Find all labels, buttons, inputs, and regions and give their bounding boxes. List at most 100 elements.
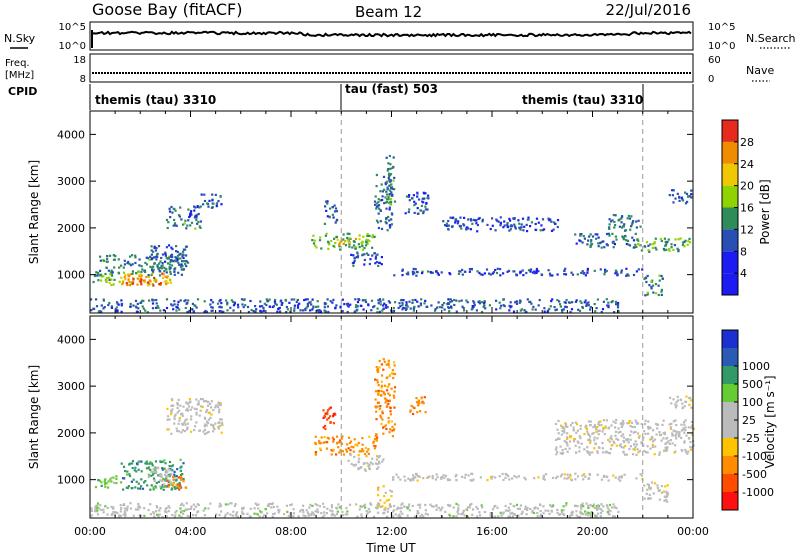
scatter-cell (127, 278, 130, 281)
scatter-cell (253, 512, 256, 515)
scatter-cell (202, 430, 205, 433)
scatter-cell (479, 476, 482, 479)
scatter-cell (242, 512, 245, 516)
scatter-cell (159, 309, 162, 312)
scatter-cell (314, 435, 317, 438)
scatter-cell (691, 424, 694, 427)
scatter-cell (196, 213, 199, 216)
scatter-cell (285, 305, 288, 309)
scatter-cell (419, 410, 422, 413)
scatter-cell (189, 212, 192, 215)
scatter-cell (364, 506, 367, 509)
scatter-cell (563, 513, 566, 516)
scatter-cell (461, 305, 464, 308)
scatter-cell (334, 207, 338, 210)
scatter-cell (379, 199, 382, 202)
scatter-cell (593, 269, 596, 272)
scatter-cell (677, 435, 680, 438)
scatter-cell (356, 443, 359, 446)
scatter-cell (603, 246, 606, 249)
scatter-cell (104, 485, 107, 488)
scatter-cell (159, 479, 162, 482)
scatter-cell (674, 419, 677, 422)
scatter-cell (608, 223, 611, 226)
scatter-cell (161, 516, 164, 519)
scatter-cell (308, 506, 311, 509)
scatter-cell (331, 510, 334, 513)
scatter-cell (145, 460, 148, 463)
scatter-cell (254, 310, 257, 313)
scatter-cell (560, 433, 563, 436)
scatter-cell (499, 304, 503, 307)
scatter-cell (271, 502, 274, 505)
scatter-cell (297, 515, 300, 518)
scatter-cell (596, 450, 599, 453)
scatter-cell (217, 401, 220, 404)
scatter-cell (376, 369, 379, 372)
scatter-cell (148, 299, 151, 302)
scatter-cell (120, 462, 123, 465)
scatter-cell (556, 273, 559, 276)
freq-strip: Freq. [MHz] 18 8 60 0 Nave (5, 53, 774, 85)
scatter-cell (666, 436, 669, 439)
scatter-cell (675, 433, 678, 436)
scatter-cell (684, 419, 687, 422)
scatter-cell (389, 173, 393, 176)
scatter-cell (277, 508, 280, 512)
scatter-cell (327, 417, 330, 420)
scatter-cell (582, 272, 585, 275)
scatter-cell (558, 300, 561, 303)
scatter-cell (517, 514, 520, 517)
scatter-cell (138, 277, 141, 280)
scatter-cell (625, 239, 628, 242)
scatter-cell (132, 514, 135, 517)
scatter-cell (664, 495, 667, 499)
scatter-cell (363, 247, 366, 250)
scatter-cell (189, 400, 192, 403)
scatter-cell (186, 422, 189, 425)
scatter-cell (377, 393, 380, 396)
scatter-cell (548, 307, 551, 311)
scatter-cell (385, 399, 388, 402)
scatter-cell (152, 256, 156, 259)
colorbar-tick-label: -100 (742, 450, 767, 463)
scatter-cell (209, 303, 212, 306)
scatter-cell (677, 250, 680, 253)
scatter-cell (365, 510, 368, 513)
scatter-cell (436, 272, 439, 275)
scatter-cell (423, 396, 426, 399)
scatter-cell (625, 242, 628, 246)
scatter-cell (330, 506, 334, 509)
scatter-cell (334, 242, 337, 245)
scatter-cell (683, 423, 686, 426)
scatter-cell (109, 254, 112, 257)
scatter-cell (497, 515, 500, 518)
scatter-cell (637, 451, 640, 454)
scatter-cell (437, 301, 440, 304)
scatter-cell (593, 447, 596, 450)
colorbar-swatch (722, 492, 738, 510)
scatter-cell (470, 268, 473, 271)
scatter-cell (166, 479, 169, 482)
scatter-cell (167, 475, 170, 478)
scatter-cell (171, 256, 174, 259)
scatter-cell (160, 256, 163, 260)
scatter-cell (394, 373, 397, 376)
scatter-cell (543, 310, 546, 313)
scatter-cell (621, 226, 624, 229)
scatter-cell (404, 307, 407, 310)
scatter-cell (600, 423, 603, 427)
scatter-cell (472, 508, 475, 511)
scatter-cell (189, 507, 193, 510)
scatter-cell (151, 268, 154, 271)
scatter-cell (444, 224, 447, 227)
scatter-cell (388, 226, 392, 229)
scatter-cell (172, 260, 175, 263)
scatter-cell (138, 264, 141, 267)
scatter-cell (375, 205, 378, 208)
scatter-cell (367, 253, 370, 256)
scatter-cell (211, 193, 214, 196)
scatter-cell (150, 470, 153, 473)
scatter-cell (636, 448, 639, 451)
scatter-cell (685, 395, 688, 398)
